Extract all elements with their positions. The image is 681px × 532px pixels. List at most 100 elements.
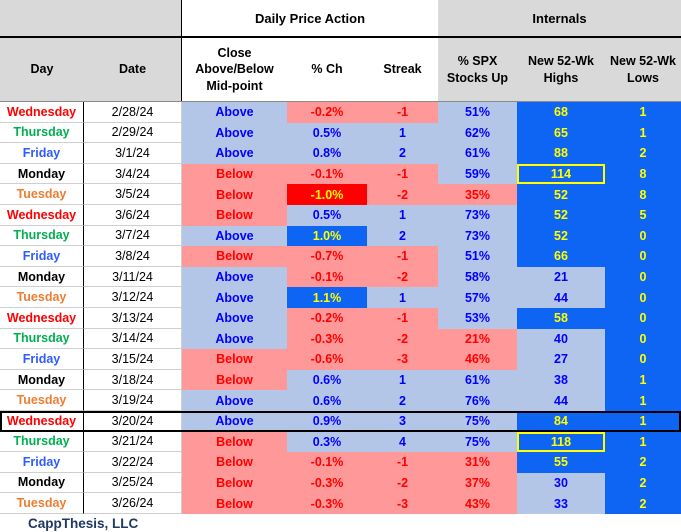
day-cell: Monday [0, 266, 84, 288]
pct-change-cell: -0.2% [287, 102, 367, 123]
new-highs-cell: 114 [517, 163, 605, 185]
new-highs-cell: 65 [517, 122, 605, 144]
date-cell: 3/5/24 [84, 184, 182, 205]
position-cell: Above [182, 328, 287, 350]
spx-stocks-up-cell: 75% [438, 431, 517, 453]
new-highs-cell: 38 [517, 369, 605, 391]
column-header-lows: New 52-Wk Lows [605, 38, 681, 101]
position-cell: Below [182, 472, 287, 494]
position-cell: Below [182, 163, 287, 185]
table-row: Monday 3/4/24 Below -0.1% -1 59% 114 8 [0, 163, 681, 185]
new-lows-cell: 1 [605, 102, 681, 123]
day-cell: Friday [0, 452, 84, 473]
new-highs-cell: 30 [517, 472, 605, 494]
position-cell: Below [182, 246, 287, 267]
new-lows-cell: 2 [605, 472, 681, 494]
date-cell: 3/12/24 [84, 287, 182, 308]
group-header-daily-price-action: Daily Price Action [182, 0, 438, 36]
column-header-day: Day [0, 38, 84, 101]
table-row: Monday 3/11/24 Above -0.1% -2 58% 21 0 [0, 266, 681, 288]
position-cell: Above [182, 307, 287, 329]
position-cell: Below [182, 452, 287, 473]
streak-cell: 2 [367, 225, 438, 247]
date-cell: 3/21/24 [84, 431, 182, 453]
position-cell: Above [182, 143, 287, 164]
pct-change-cell: 0.9% [287, 410, 367, 432]
table-body: Wednesday 2/28/24 Above -0.2% -1 51% 68 1 Thursd… [0, 102, 681, 514]
new-lows-cell: 1 [605, 369, 681, 391]
new-lows-cell: 0 [605, 307, 681, 329]
corner-spacer [0, 0, 182, 36]
table-row: Friday 3/22/24 Below -0.1% -1 31% 55 2 [0, 452, 681, 473]
new-lows-cell: 0 [605, 328, 681, 350]
date-cell: 3/13/24 [84, 307, 182, 329]
table-row: Thursday 3/21/24 Below 0.3% 4 75% 118 1 [0, 431, 681, 453]
column-header-pct_ch: % Ch [287, 38, 367, 101]
new-lows-cell: 1 [605, 431, 681, 453]
day-cell: Thursday [0, 225, 84, 247]
streak-cell: -1 [367, 246, 438, 267]
streak-cell: 1 [367, 204, 438, 226]
column-header-streak: Streak [367, 38, 438, 101]
brand-text: CappThesis, LLC [28, 515, 139, 531]
new-lows-cell: 0 [605, 246, 681, 267]
position-cell: Above [182, 410, 287, 432]
streak-cell: 2 [367, 390, 438, 411]
table-row: Wednesday 3/13/24 Above -0.2% -1 53% 58 0 [0, 307, 681, 329]
date-cell: 3/6/24 [84, 204, 182, 226]
spx-stocks-up-cell: 37% [438, 472, 517, 494]
group-header-internals: Internals [438, 0, 681, 36]
streak-cell: -2 [367, 328, 438, 350]
column-header-position: Close Above/Below Mid-point [182, 38, 287, 101]
new-highs-cell: 55 [517, 452, 605, 473]
day-cell: Thursday [0, 328, 84, 350]
pct-change-cell: 0.8% [287, 143, 367, 164]
new-highs-cell: 33 [517, 493, 605, 514]
day-cell: Monday [0, 163, 84, 185]
spx-stocks-up-cell: 76% [438, 390, 517, 411]
spx-stocks-up-cell: 75% [438, 410, 517, 432]
date-cell: 3/26/24 [84, 493, 182, 514]
day-cell: Wednesday [0, 307, 84, 329]
new-lows-cell: 0 [605, 287, 681, 308]
table-row: Monday 3/18/24 Below 0.6% 1 61% 38 1 [0, 369, 681, 391]
table-row: Friday 3/1/24 Above 0.8% 2 61% 88 2 [0, 143, 681, 164]
spx-stocks-up-cell: 58% [438, 266, 517, 288]
streak-cell: -3 [367, 493, 438, 514]
new-highs-cell: 118 [517, 431, 605, 453]
table-row: Tuesday 3/26/24 Below -0.3% -3 43% 33 2 [0, 493, 681, 514]
spx-stocks-up-cell: 57% [438, 287, 517, 308]
pct-change-cell: -0.7% [287, 246, 367, 267]
date-cell: 3/22/24 [84, 452, 182, 473]
position-cell: Below [182, 204, 287, 226]
day-cell: Tuesday [0, 287, 84, 308]
day-cell: Tuesday [0, 390, 84, 411]
column-header-spx_up: % SPX Stocks Up [438, 38, 517, 101]
table-row: Thursday 3/7/24 Above 1.0% 2 73% 52 0 [0, 225, 681, 247]
date-cell: 3/8/24 [84, 246, 182, 267]
spx-stocks-up-cell: 46% [438, 349, 517, 370]
pct-change-cell: 0.6% [287, 369, 367, 391]
pct-change-cell: 0.3% [287, 431, 367, 453]
pct-change-cell: 0.6% [287, 390, 367, 411]
new-highs-cell: 68 [517, 102, 605, 123]
spx-stocks-up-cell: 62% [438, 122, 517, 144]
new-lows-cell: 0 [605, 225, 681, 247]
new-lows-cell: 8 [605, 184, 681, 205]
date-cell: 2/29/24 [84, 122, 182, 144]
date-cell: 3/4/24 [84, 163, 182, 185]
pct-change-cell: -0.3% [287, 472, 367, 494]
column-header-row: Day Date Close Above/Below Mid-point% Ch Stre… [0, 38, 681, 102]
pct-change-cell: 1.1% [287, 287, 367, 308]
table-row: Friday 3/15/24 Below -0.6% -3 46% 27 0 [0, 349, 681, 370]
pct-change-cell: 1.0% [287, 225, 367, 247]
date-cell: 3/14/24 [84, 328, 182, 350]
spx-stocks-up-cell: 35% [438, 184, 517, 205]
spx-stocks-up-cell: 21% [438, 328, 517, 350]
date-cell: 3/19/24 [84, 390, 182, 411]
spx-stocks-up-cell: 61% [438, 369, 517, 391]
streak-cell: 1 [367, 369, 438, 391]
pct-change-cell: 0.5% [287, 122, 367, 144]
new-highs-cell: 58 [517, 307, 605, 329]
